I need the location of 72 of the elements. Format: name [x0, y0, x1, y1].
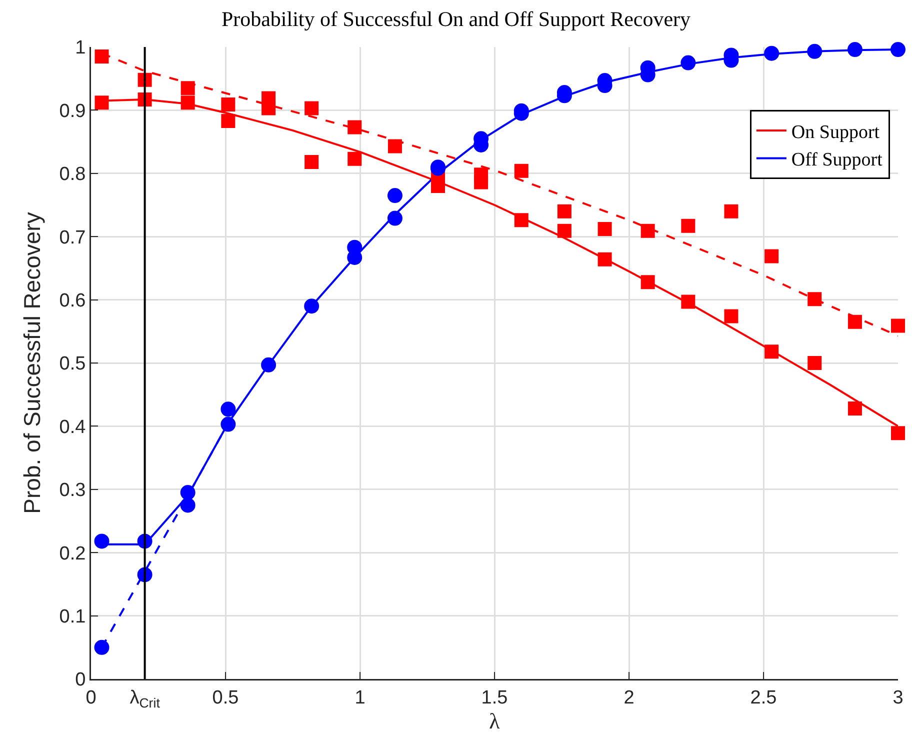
point	[304, 155, 319, 170]
x-tick-label: 1	[354, 687, 366, 708]
point	[557, 204, 572, 218]
point	[94, 49, 109, 64]
point	[847, 42, 862, 58]
point	[94, 534, 110, 549]
point	[557, 224, 572, 238]
point	[764, 249, 779, 264]
y-tick-label: 1	[75, 38, 86, 59]
point	[304, 101, 319, 116]
point	[764, 46, 780, 61]
point	[221, 98, 236, 112]
point	[348, 152, 362, 166]
point	[724, 309, 738, 324]
legend-label: Off Support	[791, 150, 884, 171]
x-tick-label: λ$_{Crit}$	[130, 687, 160, 710]
point	[474, 168, 488, 182]
point	[180, 81, 195, 96]
point	[514, 164, 528, 178]
point	[848, 402, 862, 416]
point	[262, 91, 276, 106]
x-tick-label: 0.5	[212, 687, 239, 708]
y-tick-label: 0.3	[59, 480, 86, 502]
point	[640, 275, 655, 290]
y-tick-label: 0.9	[59, 100, 86, 122]
point	[890, 42, 906, 58]
y-tick-label: 0.6	[59, 290, 86, 312]
x-tick-label: 3	[892, 687, 904, 708]
point	[808, 356, 822, 370]
point	[680, 55, 696, 70]
point	[807, 44, 822, 59]
y-tick-label: 0.7	[59, 227, 86, 248]
y-tick-label: 0.5	[59, 354, 86, 375]
x-tick-label: 1.5	[481, 687, 508, 708]
point	[514, 213, 528, 228]
y-tick-label: 0	[75, 670, 86, 691]
point	[180, 485, 196, 500]
point	[94, 96, 109, 110]
point	[387, 188, 402, 204]
x-axis-title: λ	[489, 708, 500, 734]
point	[304, 298, 320, 314]
y-tick-label: 0.1	[59, 606, 86, 628]
y-tick-label: 0.8	[59, 164, 86, 186]
point	[348, 120, 362, 134]
point	[388, 139, 402, 154]
point	[431, 179, 446, 194]
y-tick-label: 0.4	[59, 416, 86, 438]
point	[180, 96, 195, 110]
x-tick-label: 2.5	[750, 687, 777, 708]
point	[808, 292, 822, 306]
point	[221, 114, 236, 128]
y-tick-label: 0.2	[59, 543, 86, 564]
point	[891, 426, 905, 440]
point	[598, 222, 612, 236]
point	[681, 218, 696, 233]
point	[261, 357, 276, 372]
point	[387, 210, 402, 226]
legend-label: On Support	[791, 122, 880, 143]
point	[598, 252, 612, 266]
point	[180, 498, 196, 513]
point	[220, 402, 236, 417]
y-axis-title: Prob. of Successful Recovery	[18, 212, 45, 514]
chart-title: Probability of Successful On and Off Support Recovery	[221, 6, 692, 31]
x-tick-label: 2	[624, 687, 634, 708]
point	[94, 640, 110, 655]
point	[848, 314, 862, 329]
point	[681, 294, 696, 309]
point	[891, 318, 905, 333]
point	[220, 416, 236, 432]
point	[724, 204, 738, 218]
point	[764, 344, 779, 359]
point	[640, 224, 655, 238]
